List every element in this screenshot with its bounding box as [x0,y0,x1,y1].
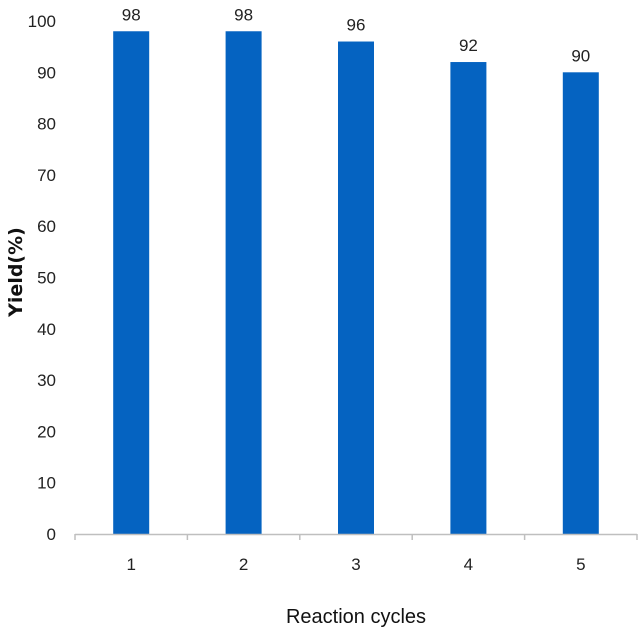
data-label-1: 98 [122,5,141,24]
x-tick-label-2: 2 [239,555,248,574]
bar-series [113,31,599,535]
bar-4 [450,62,487,534]
y-tick-label-60: 60 [37,217,56,236]
data-label-5: 90 [571,46,590,65]
data-label-3: 96 [347,16,366,35]
y-tick-label-40: 40 [37,320,56,339]
y-tick-label-0: 0 [47,525,56,544]
bar-data-labels: 98 98 96 92 90 [122,5,591,65]
y-axis-ticks: 0 10 20 30 40 50 60 70 80 90 100 [28,12,56,544]
bar-3 [338,41,374,535]
data-label-4: 92 [459,36,478,55]
x-tick-label-4: 4 [464,555,473,574]
data-label-2: 98 [234,5,253,24]
x-axis-ticks: 1 2 3 4 5 [74,534,638,574]
y-tick-label-90: 90 [37,63,56,82]
bar-1 [113,31,150,534]
y-tick-label-70: 70 [37,166,56,185]
bar-2 [225,31,262,534]
y-tick-label-10: 10 [37,474,56,493]
y-tick-label-50: 50 [37,269,56,288]
y-tick-label-100: 100 [28,12,56,31]
y-tick-label-30: 30 [37,371,56,390]
x-tick-label-1: 1 [126,555,135,574]
y-tick-label-80: 80 [37,115,56,134]
bar-5 [562,72,599,535]
y-axis-title: Yield(%) [5,227,27,318]
x-tick-label-5: 5 [576,555,585,574]
y-tick-label-20: 20 [37,422,56,441]
x-axis-title: Reaction cycles [286,606,426,628]
x-tick-label-3: 3 [351,555,360,574]
